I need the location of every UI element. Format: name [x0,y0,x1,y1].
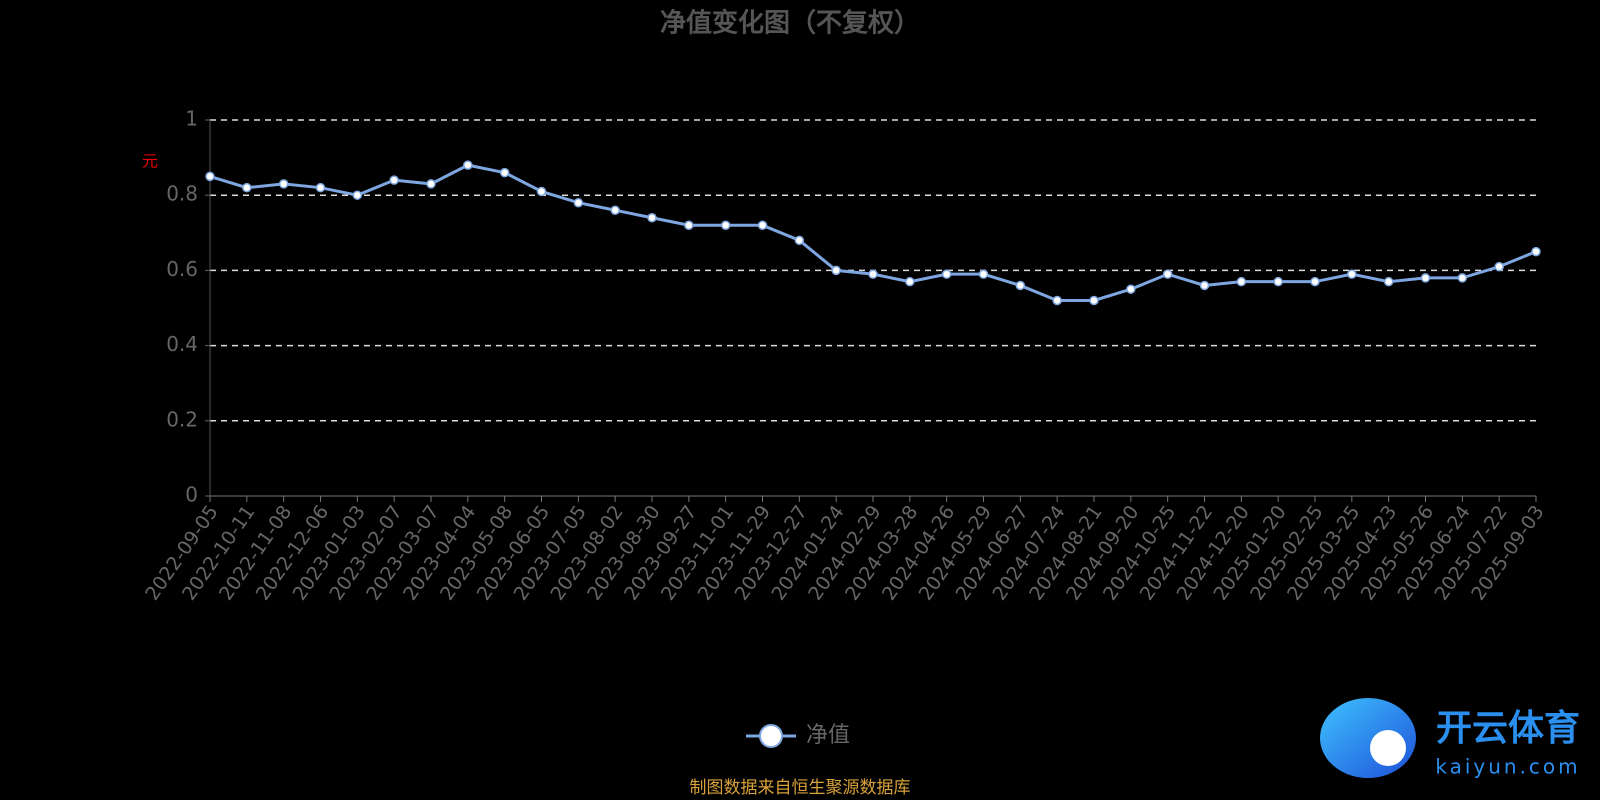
chart-title: 净值变化图（不复权） [660,8,920,39]
legend-label: 净值 [806,723,850,748]
data-point [978,269,989,279]
data-point [1273,276,1283,287]
data-point [720,220,731,231]
y-tick-label: 0.2 [166,407,198,431]
logo-ball [1370,730,1406,766]
data-point [1015,280,1026,291]
data-line [209,163,1537,302]
data-point [1052,295,1062,306]
data-point [868,269,878,279]
data-point [315,182,326,193]
watermark-brand: 开云体育 [1436,708,1580,749]
watermark-logo: 开云体育 kaiyun.com [1320,698,1580,779]
data-point [1383,276,1394,287]
data-point [242,182,252,193]
data-point [1457,273,1468,283]
y-tick-label: 0.6 [166,257,198,281]
data-point [905,276,915,287]
data-point [831,265,841,276]
data-point [1199,280,1210,291]
data-point [389,175,399,185]
data-point [205,171,215,182]
data-point [573,197,584,208]
data-point [757,220,768,231]
y-tick-label: 0 [185,483,198,507]
data-point [536,186,547,197]
data-point [610,205,620,215]
data-point [1310,276,1320,287]
data-point [1347,269,1357,279]
data-point [1126,284,1136,294]
data-point [1494,261,1504,272]
data-point [1162,269,1173,279]
y-tick-label: 1 [185,107,198,131]
data-point [1089,295,1099,306]
data-point [684,220,694,231]
data-point [1236,276,1247,287]
data-point [352,190,363,200]
watermark-site: kaiyun.com [1435,755,1580,779]
data-point [1531,246,1541,257]
data-point [794,235,805,246]
data-point [499,167,510,178]
y-axis-label: 元 [142,152,158,171]
y-tick-label: 0.8 [166,182,198,206]
source-note: 制图数据来自恒生聚源数据库 [690,778,911,798]
data-point [426,179,436,189]
data-point [278,179,289,189]
data-point [941,269,952,279]
legend-marker [759,724,783,748]
data-point [1420,273,1431,283]
y-tick-label: 0.4 [166,332,198,356]
data-point [647,213,657,223]
data-point [463,160,473,170]
